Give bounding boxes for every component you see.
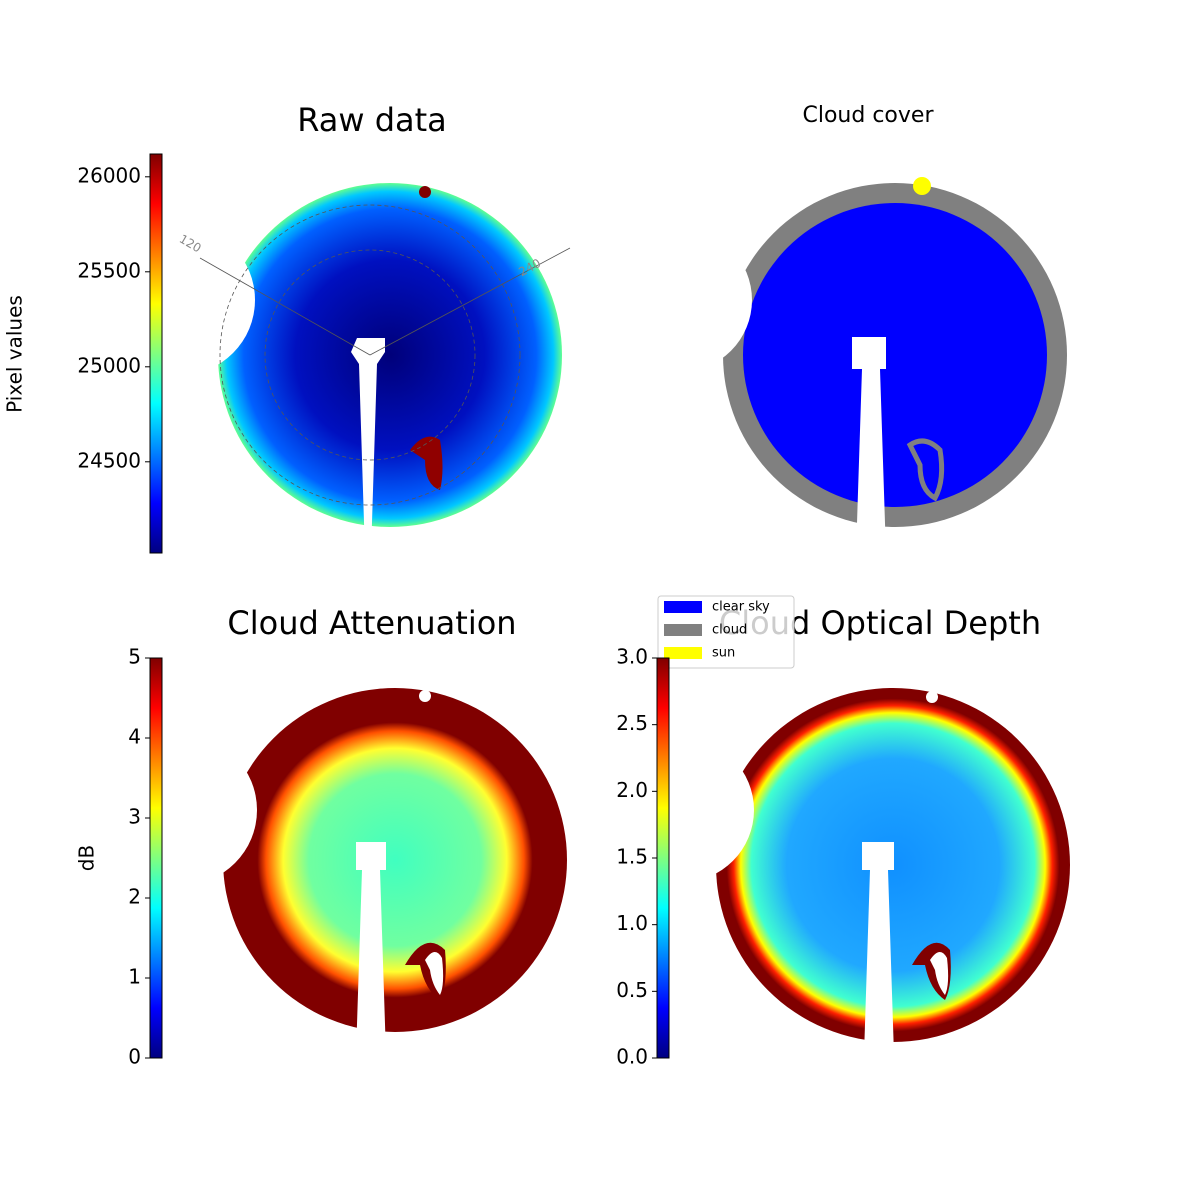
colorbar [149, 657, 163, 1059]
colorbar-tick-label: 4 [128, 725, 141, 749]
legend-label: clear sky [712, 600, 770, 615]
colorbar-tick-label: 5 [128, 645, 141, 669]
colorbar-tick-label: 1.5 [616, 845, 648, 869]
sky-images [105, 177, 1070, 1055]
colorbar-label: Pixel values [3, 295, 27, 413]
colorbar-tick-label: 25500 [77, 258, 141, 282]
colorbar-tick-label: 2.0 [616, 778, 648, 802]
panel-title: Cloud Attenuation [227, 604, 516, 642]
legend-swatch [664, 647, 702, 659]
legend-swatch [664, 601, 702, 613]
colorbar-tick-label: 24500 [77, 448, 141, 472]
colorbar-tick-label: 25000 [77, 353, 141, 377]
panel-title: Cloud cover [803, 103, 935, 128]
colorbar-label: dB [75, 845, 99, 871]
legend-swatch [664, 624, 702, 636]
colorbar-tick-label: 2.5 [616, 711, 648, 735]
panel-title: Raw data [297, 101, 447, 139]
colorbar-tick-label: 0 [128, 1045, 141, 1069]
colorbar-tick-label: 3.0 [616, 645, 648, 669]
colorbar-tick-label: 26000 [77, 163, 141, 187]
colorbar-tick-label: 3 [128, 805, 141, 829]
colorbar [149, 153, 163, 554]
colorbar-tick-label: 1 [128, 965, 141, 989]
legend-label: sun [712, 646, 735, 661]
colorbar-tick-label: 1.0 [616, 911, 648, 935]
legend-label: cloud [712, 623, 747, 638]
colorbar-tick-label: 0.5 [616, 978, 648, 1002]
colorbar [656, 657, 670, 1059]
colorbar-tick-label: 0.0 [616, 1045, 648, 1069]
colorbar-tick-label: 2 [128, 885, 141, 909]
